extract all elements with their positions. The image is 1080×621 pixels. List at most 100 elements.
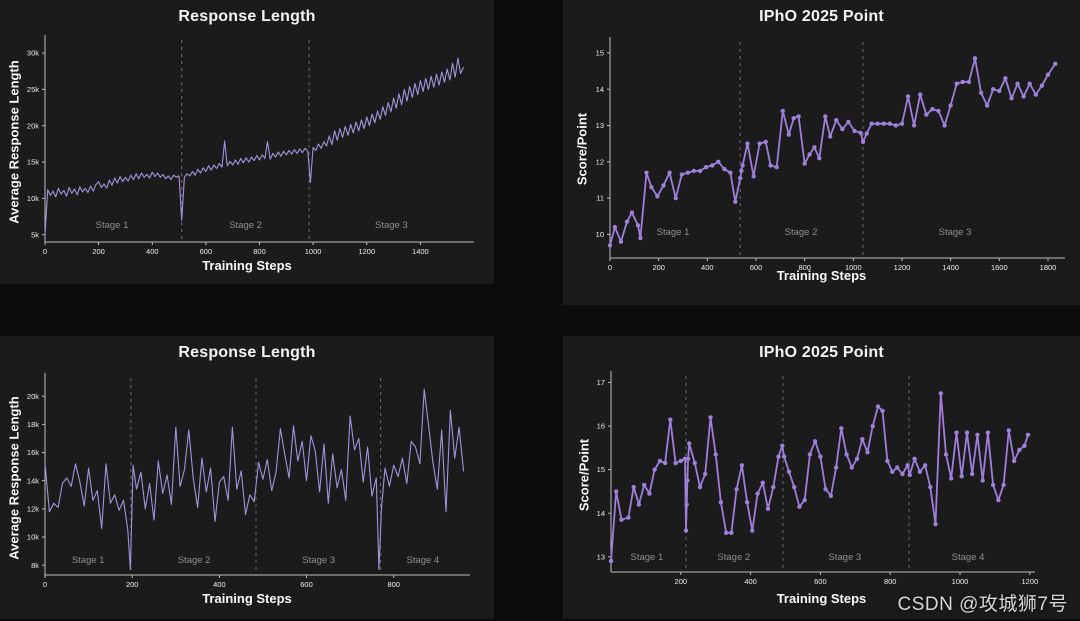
data-point — [1033, 92, 1038, 97]
data-point — [905, 94, 911, 99]
data-point — [647, 491, 652, 496]
data-point — [840, 126, 845, 132]
y-tick-label: 12 — [596, 157, 604, 166]
stage-label: Stage 2 — [178, 555, 211, 566]
y-tick-label: 17 — [597, 378, 605, 387]
data-point — [918, 92, 923, 97]
data-point — [607, 243, 613, 248]
y-tick-label: 20k — [27, 392, 39, 401]
data-point — [942, 123, 947, 128]
data-point — [718, 500, 724, 505]
data-point — [685, 170, 691, 175]
y-tick-label: 16k — [27, 448, 39, 457]
data-point — [631, 484, 636, 490]
chart-title: IPhO 2025 Point — [759, 344, 884, 361]
x-tick-label: 800 — [387, 580, 400, 589]
data-point — [846, 119, 851, 125]
data-point — [1045, 72, 1051, 77]
y-tick-label: 14k — [27, 476, 39, 485]
stage-label: Stage 3 — [828, 552, 861, 563]
y-tick-label: 25k — [27, 85, 39, 94]
y-tick-label: 14 — [596, 85, 604, 94]
data-point — [997, 88, 1002, 94]
data-point — [985, 430, 991, 435]
data-point — [880, 408, 885, 413]
panel-ipho-point-run2: IPhO 2025 Point Score/Point 200 400 600 800… — [563, 336, 1080, 619]
x-tick-label: 400 — [146, 247, 159, 256]
chart-title: Response Length — [178, 8, 316, 25]
data-point — [984, 103, 990, 108]
series-line — [44, 57, 464, 236]
data-point — [780, 108, 785, 114]
x-tick-label: 1200 — [1021, 577, 1038, 586]
data-point — [614, 489, 619, 494]
data-point — [860, 139, 866, 144]
x-tick-label: 1000 — [952, 577, 969, 586]
data-point — [673, 460, 678, 466]
y-tick-label: 16 — [597, 422, 605, 431]
data-point — [907, 472, 912, 478]
y-tick-label: 10 — [596, 230, 604, 239]
data-point — [887, 121, 892, 126]
data-point — [738, 175, 743, 181]
x-tick-label: 800 — [884, 577, 897, 586]
data-point — [812, 439, 818, 444]
data-point — [860, 437, 865, 442]
stage-label: Stage 4 — [952, 552, 985, 563]
y-tick-label: 8k — [31, 561, 39, 570]
data-point — [687, 441, 692, 446]
stage-label: Stage 1 — [96, 220, 129, 231]
data-point — [1022, 443, 1027, 448]
data-point — [678, 458, 683, 464]
y-tick-label: 20k — [27, 121, 39, 130]
stage-label: Stage 2 — [785, 227, 818, 238]
data-point — [745, 141, 750, 146]
data-point — [1015, 81, 1020, 86]
data-point — [757, 141, 762, 146]
data-point — [938, 391, 943, 396]
data-point — [786, 469, 792, 474]
data-point — [781, 454, 787, 459]
x-tick-label: 1000 — [305, 247, 322, 256]
data-point — [691, 168, 697, 174]
data-point — [948, 103, 953, 108]
data-point — [724, 530, 729, 535]
x-tick-label: 600 — [750, 263, 763, 272]
data-point — [751, 174, 756, 179]
y-tick-label: 12k — [27, 505, 39, 514]
panel-response-length-run2: Response Length Average Response Length … — [0, 336, 494, 619]
data-point — [684, 502, 689, 507]
data-point — [844, 452, 849, 457]
panel-response-length-run1: Response Length Average Response Length … — [0, 0, 494, 284]
data-point — [638, 235, 643, 241]
data-point — [703, 165, 709, 170]
data-point — [710, 163, 715, 168]
x-tick-label: 200 — [126, 580, 139, 589]
x-tick-label: 200 — [652, 263, 665, 272]
data-point — [972, 56, 978, 61]
data-point — [733, 199, 738, 204]
data-point — [924, 112, 929, 117]
chart-title: IPhO 2025 Point — [759, 8, 884, 25]
data-point — [890, 469, 895, 474]
data-point — [1011, 458, 1017, 464]
x-axis-label: Training Steps — [776, 268, 867, 283]
y-tick-label: 13 — [596, 121, 604, 130]
data-point — [685, 456, 691, 461]
y-tick-label: 15k — [27, 158, 39, 167]
stage-label: Stage 3 — [939, 227, 972, 238]
data-point — [673, 195, 678, 201]
data-point — [922, 463, 928, 468]
data-point — [786, 132, 791, 137]
data-point — [917, 469, 922, 474]
data-point — [1021, 94, 1026, 99]
data-point — [683, 528, 689, 533]
data-point — [1001, 482, 1006, 488]
x-tick-label: 1000 — [845, 263, 862, 272]
data-point — [697, 168, 703, 174]
data-point — [716, 159, 721, 164]
data-point — [905, 463, 910, 468]
data-point — [978, 90, 984, 96]
y-tick-label: 5k — [31, 230, 39, 239]
data-point — [949, 476, 954, 481]
